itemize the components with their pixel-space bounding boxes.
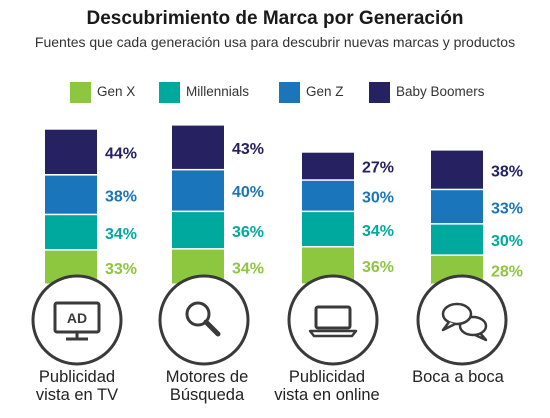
- value-label-online-baby-boomers: 27%: [362, 160, 394, 177]
- bar-online-gen-z: [302, 180, 354, 211]
- caption-word-of-mouth: Boca a boca: [393, 368, 523, 386]
- caption-online: Publicidad vista en online: [262, 368, 392, 404]
- value-label-tv-gen-z: 38%: [105, 188, 137, 205]
- caption-search-line2: Búsqueda: [169, 386, 245, 404]
- value-label-search-millennials: 36%: [232, 224, 264, 241]
- icon-circle-tv: [31, 274, 123, 366]
- caption-wom-line1: Boca a boca: [412, 368, 504, 386]
- caption-online-line2: vista en online: [274, 386, 380, 404]
- icon-circle-search: [158, 274, 250, 366]
- value-label-search-gen-z: 40%: [232, 184, 264, 201]
- bar-word-of-mouth-gen-z: [431, 190, 483, 224]
- caption-tv: Publicidad vista en TV: [12, 368, 142, 404]
- chart-subtitle: Fuentes que cada generación usa para des…: [34, 34, 516, 50]
- speech-bubbles-icon: [441, 302, 488, 342]
- legend-label-baby-boomers: Baby Boomers: [396, 84, 485, 99]
- caption-tv-line1: Publicidad: [38, 368, 116, 386]
- caption-search: Motores de Búsqueda: [142, 368, 272, 404]
- value-label-online-gen-z: 30%: [362, 189, 394, 206]
- legend: Gen X Millennials Gen Z Baby Boomers: [0, 82, 550, 104]
- legend-label-gen-x: Gen X: [97, 84, 136, 99]
- legend-label-gen-z: Gen Z: [306, 84, 344, 99]
- bar-tv-millennials: [45, 215, 97, 250]
- caption-search-line1: Motores de: [165, 368, 249, 386]
- chart-title: Descubrimiento de Marca por Generación: [86, 8, 464, 29]
- bar-online-millennials: [302, 212, 354, 246]
- value-label-search-baby-boomers: 43%: [232, 141, 264, 158]
- value-label-word-of-mouth-baby-boomers: 38%: [491, 163, 523, 180]
- value-label-online-gen-x: 36%: [362, 259, 394, 276]
- value-label-tv-gen-x: 33%: [105, 261, 137, 278]
- bar-word-of-mouth-baby-boomers: [431, 150, 483, 189]
- bar-online-baby-boomers: [302, 152, 354, 180]
- caption-tv-line2: vista en TV: [35, 386, 119, 404]
- tv-ad-icon: AD: [53, 301, 101, 341]
- legend-swatch-millennials: [159, 82, 180, 103]
- bar-tv-gen-z: [45, 175, 97, 214]
- laptop-icon: [308, 305, 358, 338]
- magnifier-icon: [185, 301, 221, 337]
- bar-search-baby-boomers: [172, 125, 224, 169]
- legend-swatch-baby-boomers: [369, 82, 390, 103]
- value-label-tv-baby-boomers: 44%: [105, 146, 137, 163]
- bar-tv-baby-boomers: [45, 129, 97, 174]
- value-label-word-of-mouth-gen-z: 33%: [491, 200, 523, 217]
- svg-text:AD: AD: [67, 310, 87, 326]
- bar-search-millennials: [172, 212, 224, 249]
- bar-search-gen-z: [172, 170, 224, 211]
- value-label-online-millennials: 34%: [362, 223, 394, 240]
- value-label-word-of-mouth-gen-x: 28%: [491, 263, 523, 280]
- value-label-tv-millennials: 34%: [105, 226, 137, 243]
- value-label-search-gen-x: 34%: [232, 260, 264, 277]
- bar-word-of-mouth-millennials: [431, 224, 483, 255]
- legend-swatch-gen-z: [279, 82, 300, 103]
- icon-circle-online: [287, 274, 379, 366]
- legend-swatch-gen-x: [70, 82, 91, 103]
- caption-online-line1: Publicidad: [288, 368, 366, 386]
- value-label-word-of-mouth-millennials: 30%: [491, 233, 523, 250]
- legend-label-millennials: Millennials: [186, 84, 250, 99]
